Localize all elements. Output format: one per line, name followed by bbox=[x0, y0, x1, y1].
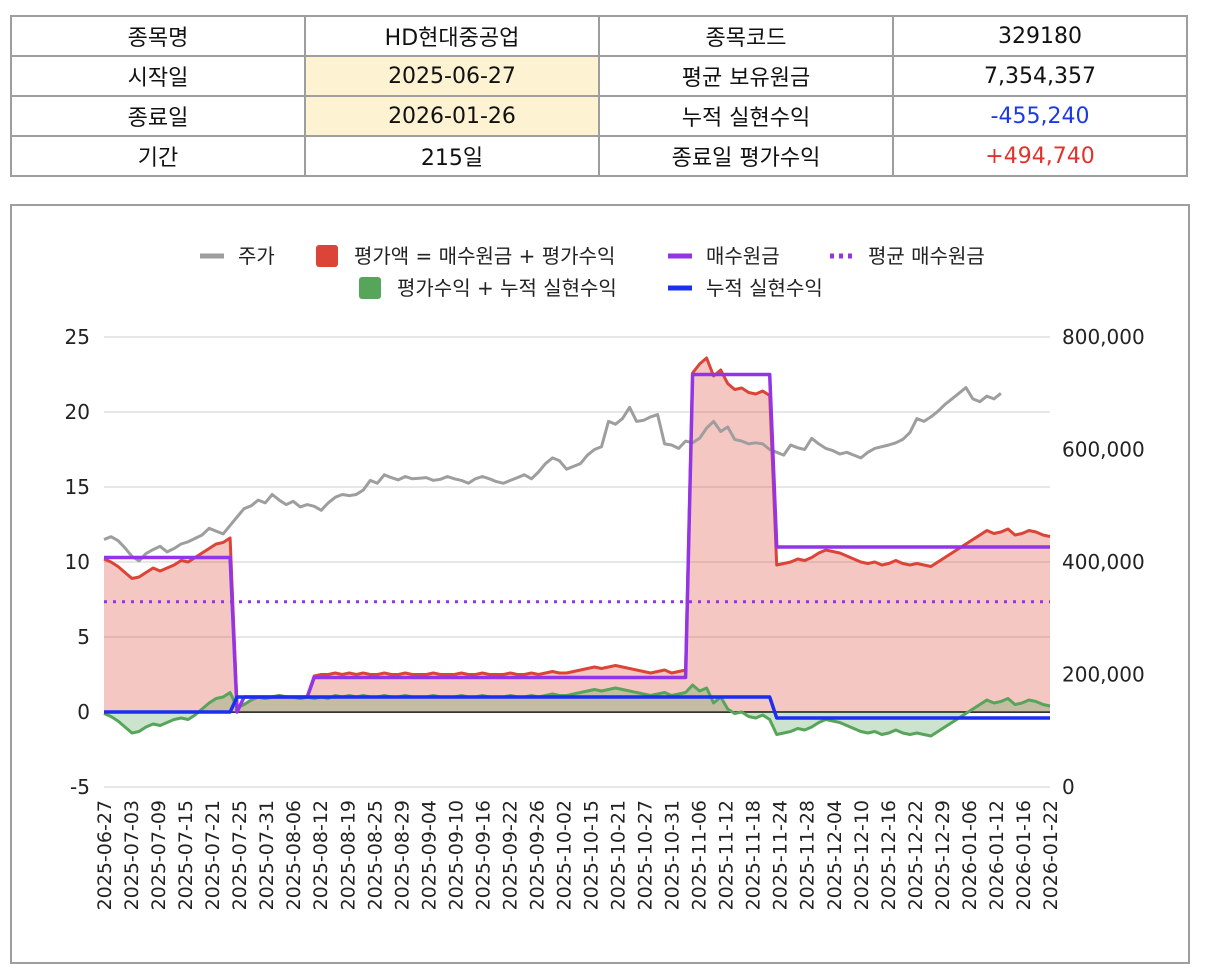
x-tick-label: 2025-06-27 bbox=[94, 800, 116, 910]
chart-lines bbox=[103, 356, 1051, 738]
x-tick-label: 2025-09-10 bbox=[445, 800, 467, 910]
x-tick-label: 2025-11-06 bbox=[689, 800, 711, 910]
y-right-tick-label: 600,000 bbox=[1062, 438, 1145, 462]
x-tick-label: 2025-08-29 bbox=[391, 800, 413, 910]
legend-label: 평가액 = 매수원금 + 평가수익 bbox=[354, 244, 615, 268]
y-right-tick-label: 200,000 bbox=[1062, 663, 1145, 687]
value-end-eval-profit: +494,740 bbox=[892, 135, 1188, 177]
x-tick-label: 2025-07-21 bbox=[202, 800, 224, 910]
label-period: 기간 bbox=[10, 135, 306, 177]
x-tick-label: 2025-11-28 bbox=[797, 800, 819, 910]
eval-area bbox=[104, 358, 1050, 712]
label-end-eval-profit: 종료일 평가수익 bbox=[598, 135, 894, 177]
y-left-tick-label: 10 bbox=[65, 550, 90, 574]
summary-table: 종목명 HD현대중공업 종목코드 329180 시작일 2025-06-27 평… bbox=[10, 15, 1188, 177]
legend-label: 매수원금 bbox=[706, 244, 780, 268]
x-tick-label: 2025-11-18 bbox=[743, 800, 765, 910]
y-left-tick-label: -5 bbox=[70, 775, 90, 799]
price-line bbox=[103, 386, 1002, 563]
x-tick-label: 2025-08-25 bbox=[364, 800, 386, 910]
x-tick-label: 2025-10-31 bbox=[662, 800, 684, 910]
x-tick-label: 2025-07-25 bbox=[229, 800, 251, 910]
value-avg-principal: 7,354,357 bbox=[892, 55, 1188, 97]
x-axis: 2025-06-27 2025-07-03 2025-07-09 2025-07-15… bbox=[94, 800, 1062, 910]
value-period: 215일 bbox=[304, 135, 600, 177]
value-start-date[interactable]: 2025-06-27 bbox=[304, 55, 600, 97]
label-realized-profit: 누적 실현수익 bbox=[598, 95, 894, 137]
x-tick-label: 2025-10-15 bbox=[581, 800, 603, 910]
label-avg-principal: 평균 보유원금 bbox=[598, 55, 894, 97]
value-stock-code: 329180 bbox=[892, 15, 1188, 57]
x-tick-label: 2025-07-31 bbox=[256, 800, 278, 910]
label-stock-name: 종목명 bbox=[10, 15, 306, 57]
x-tick-label: 2025-11-12 bbox=[716, 800, 738, 910]
x-tick-label: 2025-07-15 bbox=[175, 800, 197, 910]
y-left-tick-label: 25 bbox=[65, 325, 90, 349]
x-tick-label: 2025-11-24 bbox=[770, 800, 792, 910]
x-tick-label: 2025-10-21 bbox=[608, 800, 630, 910]
legend-swatch bbox=[359, 277, 381, 299]
x-tick-label: 2026-01-22 bbox=[1040, 800, 1062, 910]
x-tick-label: 2025-07-09 bbox=[148, 800, 170, 910]
value-stock-name: HD현대중공업 bbox=[304, 15, 600, 57]
chart-grid bbox=[104, 336, 1050, 788]
x-tick-label: 2025-09-16 bbox=[472, 800, 494, 910]
y-left-tick-label: 5 bbox=[77, 625, 90, 649]
x-tick-label: 2025-08-19 bbox=[337, 800, 359, 910]
value-end-date[interactable]: 2026-01-26 bbox=[304, 95, 600, 137]
y-left-tick-label: 0 bbox=[77, 700, 90, 724]
x-tick-label: 2025-07-03 bbox=[121, 800, 143, 910]
x-tick-label: 2025-09-22 bbox=[499, 800, 521, 910]
label-end-date: 종료일 bbox=[10, 95, 306, 137]
legend-swatch bbox=[316, 245, 338, 267]
y-right-tick-label: 800,000 bbox=[1062, 325, 1145, 349]
x-tick-label: 2025-08-12 bbox=[310, 800, 332, 910]
value-realized-profit: -455,240 bbox=[892, 95, 1188, 137]
x-tick-label: 2025-10-27 bbox=[635, 800, 657, 910]
y-axis-right: 800,000 600,000 400,000 200,000 0 bbox=[1062, 325, 1145, 799]
legend-label: 주가 bbox=[238, 244, 275, 268]
x-tick-label: 2026-01-06 bbox=[959, 800, 981, 910]
x-tick-label: 2025-12-10 bbox=[851, 800, 873, 910]
y-axis-left: 25 20 15 10 5 0 -5 bbox=[65, 325, 90, 799]
x-tick-label: 2026-01-12 bbox=[986, 800, 1008, 910]
x-tick-label: 2025-12-29 bbox=[932, 800, 954, 910]
label-stock-code: 종목코드 bbox=[598, 15, 894, 57]
label-start-date: 시작일 bbox=[10, 55, 306, 97]
table-row: 기간 215일 종료일 평가수익 +494,740 bbox=[10, 135, 1188, 177]
table-row: 시작일 2025-06-27 평균 보유원금 7,354,357 bbox=[10, 55, 1188, 97]
x-tick-label: 2025-12-22 bbox=[905, 800, 927, 910]
table-row: 종목명 HD현대중공업 종목코드 329180 bbox=[10, 15, 1188, 57]
realized-line bbox=[104, 695, 1050, 720]
x-tick-label: 2025-10-02 bbox=[554, 800, 576, 910]
legend-label: 평균 매수원금 bbox=[868, 244, 985, 268]
table-row: 종료일 2026-01-26 누적 실현수익 -455,240 bbox=[10, 95, 1188, 137]
x-tick-label: 2025-12-04 bbox=[824, 800, 846, 910]
y-right-tick-label: 0 bbox=[1062, 775, 1075, 799]
y-right-tick-label: 400,000 bbox=[1062, 550, 1145, 574]
legend-label: 누적 실현수익 bbox=[706, 276, 823, 300]
x-tick-label: 2025-09-26 bbox=[527, 800, 549, 910]
x-tick-label: 2026-01-16 bbox=[1013, 800, 1035, 910]
legend-label: 평가수익 + 누적 실현수익 bbox=[397, 276, 617, 300]
x-tick-label: 2025-09-04 bbox=[418, 800, 440, 910]
y-left-tick-label: 15 bbox=[65, 475, 90, 499]
y-left-tick-label: 20 bbox=[65, 400, 90, 424]
x-tick-label: 2025-08-06 bbox=[283, 800, 305, 910]
x-tick-label: 2025-12-16 bbox=[878, 800, 900, 910]
